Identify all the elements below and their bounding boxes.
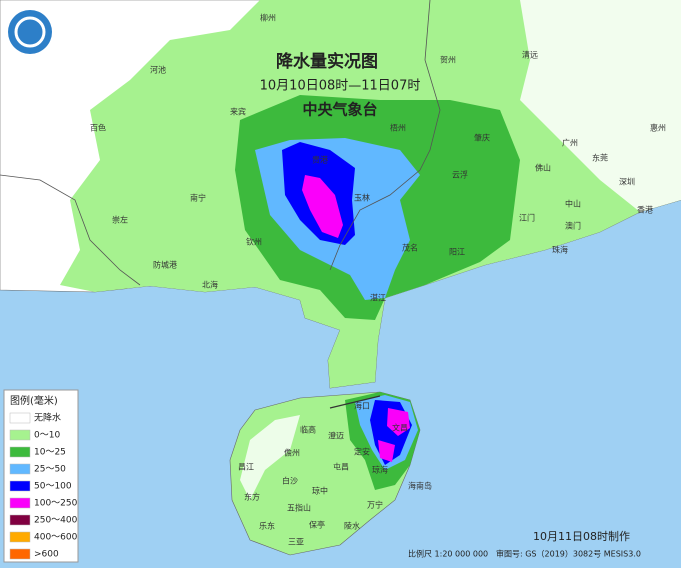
approval: 审图号: GS（2019）3082号 MESIS3.0 [496, 549, 641, 559]
rain-100-250 [302, 175, 343, 238]
place-label: 五指山 [287, 503, 311, 513]
province-border [329, 0, 441, 271]
place-label: 文昌 [392, 423, 408, 433]
place-label: 茂名 [402, 243, 418, 253]
legend-label: 10～25 [34, 448, 66, 458]
place-label: 琼中 [312, 486, 328, 496]
map-title: 降水量实况图 [276, 51, 378, 72]
place-label: 百色 [90, 123, 106, 133]
logo-mark [14, 16, 46, 48]
legend-swatch [9, 446, 31, 458]
place-label: 琼海 [372, 465, 388, 475]
legend-label: 100～250 [34, 499, 78, 509]
legend-swatch [9, 531, 31, 543]
place-label: 云浮 [452, 170, 468, 180]
place-label: 万宁 [367, 500, 383, 510]
place-label: 海口 [354, 401, 370, 411]
country-border [0, 174, 141, 286]
place-label: 昌江 [238, 463, 254, 472]
legend-swatch [9, 429, 31, 441]
map-period: 10月10日08时—11日07时 [260, 79, 421, 94]
legend-swatch [9, 463, 31, 475]
place-label: 来宾 [230, 107, 246, 117]
place-label: 崇左 [112, 215, 128, 225]
legend-swatch [9, 412, 31, 424]
place-label: 海南岛 [408, 481, 432, 491]
place-label: 澄迈 [328, 431, 344, 441]
no-rain-hainan [240, 415, 300, 500]
legend-label: 25～50 [34, 465, 66, 475]
scale: 比例尺 1:20 000 000 [408, 549, 488, 559]
place-label: 阳江 [449, 248, 465, 257]
place-label: 陵水 [344, 521, 360, 531]
place-label: 临高 [300, 425, 316, 435]
place-label: 肇庆 [474, 133, 490, 143]
logo [8, 10, 52, 54]
legend-swatch [9, 514, 31, 526]
place-label: 梧州 [390, 123, 406, 133]
place-label: 屯昌 [333, 462, 349, 472]
place-label: 北海 [202, 280, 218, 290]
legend-title: 图例(毫米) [10, 394, 58, 407]
place-label: 广州 [562, 138, 578, 148]
place-label: 东方 [244, 492, 260, 502]
strait-line [329, 395, 381, 409]
no-rain-area [520, 0, 681, 212]
place-label: 柳州 [260, 13, 276, 23]
legend-label: 50～100 [34, 482, 72, 492]
place-label: 三亚 [288, 538, 304, 547]
place-label: 湛江 [370, 294, 386, 303]
place-label: 白沙 [282, 476, 298, 486]
place-label: 中山 [565, 199, 581, 209]
place-label: 乐东 [259, 521, 275, 531]
legend-swatch [9, 497, 31, 509]
legend-label: 400～600 [34, 533, 78, 543]
place-label: 东莞 [592, 153, 608, 163]
place-label: 深圳 [619, 177, 635, 187]
place-label: 佛山 [535, 163, 551, 173]
place-label: 保亭 [309, 520, 325, 530]
place-label: 定安 [354, 447, 370, 457]
place-label: 香港 [637, 205, 653, 215]
legend-swatch [9, 548, 31, 560]
place-label: 澳门 [565, 221, 581, 231]
place-label: 贵港 [312, 155, 328, 165]
legend-label: 无降水 [34, 412, 61, 424]
place-label: 江门 [519, 213, 535, 223]
place-label: 儋州 [284, 448, 300, 458]
place-label: 清远 [522, 50, 538, 60]
place-label: 惠州 [650, 123, 666, 133]
legend-swatch [9, 480, 31, 492]
legend-label: 250～400 [34, 516, 78, 526]
place-label: 贺州 [440, 55, 456, 65]
place-label: 珠海 [552, 245, 568, 255]
issuer: 中央气象台 [302, 101, 377, 119]
legend-items: 无降水 0～10 10～25 25～50 50～100 100～250 250～400 400… [9, 412, 78, 560]
legend-label: >600 [34, 550, 59, 560]
legend-label: 0～10 [34, 431, 60, 441]
place-label: 南宁 [190, 193, 206, 203]
place-label: 玉林 [354, 193, 370, 203]
place-label: 河池 [150, 65, 166, 75]
place-label: 钦州 [246, 237, 262, 247]
made-time: 10月11日08时制作 [533, 530, 630, 543]
rain-100-250-hainan [378, 408, 410, 462]
place-label: 防城港 [153, 260, 177, 270]
